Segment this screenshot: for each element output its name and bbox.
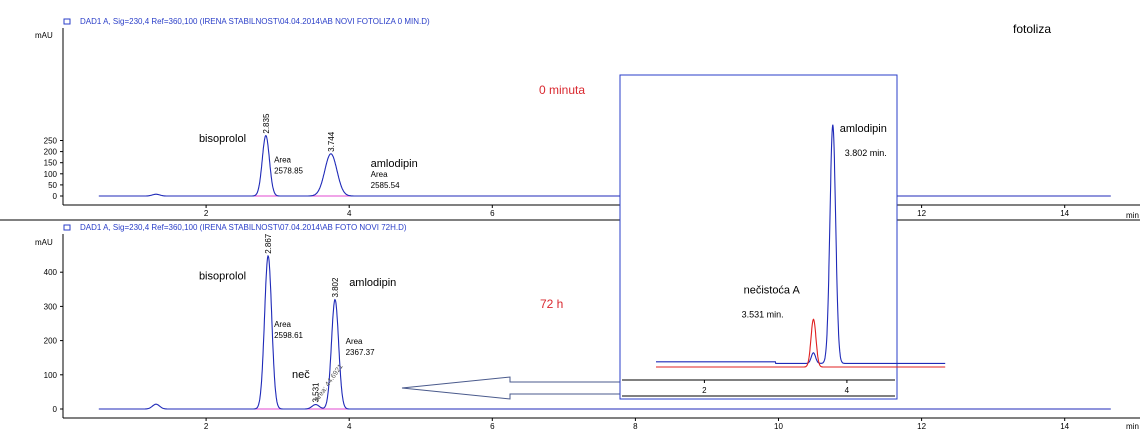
zoom-arrow — [401, 376, 625, 400]
top-legend-swatch — [63, 18, 71, 25]
x-tick-label: 8 — [633, 422, 638, 429]
compound-label: neč — [292, 369, 310, 381]
peak-rt-label: 3.531 — [312, 382, 321, 403]
area-value: 2578.85 — [274, 167, 303, 176]
compound-label: amlodipin — [349, 277, 396, 289]
bottom-legend-swatch — [63, 224, 71, 231]
x-tick-label: 14 — [1060, 422, 1069, 429]
inset-x-tick-label: 4 — [845, 386, 850, 395]
y-tick-label: 150 — [44, 159, 58, 168]
bottom-condition-label: 72 h — [540, 297, 563, 311]
chromatogram-trace — [98, 255, 1111, 410]
top-chromatogram: 24681012140501001502002502.8353.744bisop… — [44, 113, 1111, 218]
y-tick-label: 50 — [48, 181, 57, 190]
inset-trace-red — [656, 318, 946, 368]
top-x-axis-unit: min — [1126, 211, 1139, 220]
x-tick-label: 4 — [347, 209, 352, 218]
area-label: Area — [274, 320, 291, 329]
y-tick-label: 200 — [44, 148, 58, 157]
x-tick-label: 4 — [347, 422, 352, 429]
inset-compound-label: amlodipin — [840, 123, 887, 135]
area-label: Area — [371, 170, 388, 179]
top-y-axis-label: mAU — [35, 31, 53, 40]
y-tick-label: 300 — [44, 302, 58, 311]
figure-label: fotoliza — [1013, 22, 1051, 36]
inset-chromatogram: 2 4 amlodipin 3.802 min. nečistoća A 3.531 mi… — [656, 123, 946, 395]
area-value: 2367.37 — [346, 348, 375, 357]
compound-label: amlodipin — [371, 158, 418, 170]
bottom-panel-title: DAD1 A, Sig=230,4 Ref=360,100 (IRENA STA… — [80, 223, 407, 232]
top-panel-frame — [62, 18, 1140, 206]
x-tick-label: 14 — [1060, 209, 1069, 218]
top-panel-title: DAD1 A, Sig=230,4 Ref=360,100 (IRENA STA… — [80, 17, 430, 26]
x-tick-label: 10 — [774, 422, 783, 429]
inset-frame — [619, 74, 898, 400]
y-tick-label: 250 — [44, 137, 58, 146]
bottom-x-axis-unit: min — [1126, 422, 1139, 429]
area-label: Area — [346, 337, 363, 346]
compound-label: bisoprolol — [199, 271, 246, 283]
x-tick-label: 12 — [917, 209, 926, 218]
inset-trace-blue — [656, 124, 946, 364]
y-tick-label: 200 — [44, 337, 58, 346]
area-value: 2598.61 — [274, 331, 303, 340]
peak-rt-label: 3.744 — [327, 131, 336, 152]
y-tick-label: 100 — [44, 170, 58, 179]
chromatogram-trace — [98, 134, 1111, 197]
peak-rt-label: 2.835 — [262, 113, 271, 134]
x-tick-label: 6 — [490, 209, 495, 218]
x-tick-label: 2 — [204, 422, 209, 429]
bottom-chromatogram: 2 4 6 8 10 12 14 0 100 200 300 400 2.867 3.531 3.802 bi… — [44, 233, 1111, 431]
bottom-y-axis-label: mAU — [35, 238, 53, 247]
inset-rt-label: 3.531 min. — [742, 309, 784, 319]
inset-compound-label: nečistoća A — [744, 284, 801, 296]
y-tick-label: 0 — [53, 192, 58, 201]
peak-rt-label: 3.802 — [331, 277, 340, 298]
inset-rt-label: 3.802 min. — [845, 148, 887, 158]
top-condition-label: 0 minuta — [539, 83, 585, 97]
peak-rt-label: 2.867 — [264, 233, 273, 254]
x-tick-label: 6 — [490, 422, 495, 429]
y-tick-label: 100 — [44, 371, 58, 380]
x-tick-label: 12 — [917, 422, 926, 429]
area-value: 2585.54 — [371, 181, 400, 190]
inset-x-tick-label: 2 — [702, 386, 707, 395]
bottom-panel-frame — [62, 224, 1140, 419]
y-tick-label: 0 — [53, 405, 58, 414]
area-label: Area — [274, 156, 291, 165]
compound-label: bisoprolol — [199, 133, 246, 145]
x-tick-label: 2 — [204, 209, 209, 218]
y-tick-label: 400 — [44, 268, 58, 277]
